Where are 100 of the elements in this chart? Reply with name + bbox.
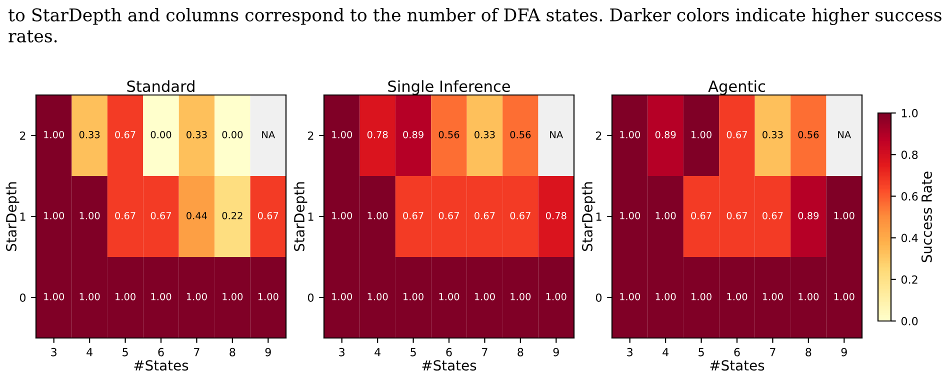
data-label: 0.67 [403,212,424,220]
data-label: 0.00 [222,130,243,138]
color-bar-label: 0.0 [901,316,918,326]
x-tick-label: 5 [698,348,704,356]
data-label: 0.67 [150,212,171,220]
chart-title: Standard [127,80,194,92]
x-tick-label: 4 [662,348,668,356]
data-label: 0.89 [403,130,424,138]
data-label: 0.22 [222,212,242,220]
data-label: 0.67 [726,212,747,220]
data-label: 1.00 [368,292,388,300]
y-tick-label: 2 [20,131,26,140]
data-label: 1.00 [116,292,136,300]
data-label: 0.56 [798,130,819,138]
data-label: 1.00 [474,292,495,300]
color-bar-label: 0.6 [901,192,918,201]
data-label: 0.67 [115,212,136,220]
y-tick-label: 0 [20,293,26,302]
data-label: 1.00 [692,292,712,300]
x-tick-label: 5 [410,348,416,356]
data-label: 0.56 [438,130,460,138]
data-label: 1.00 [368,212,388,220]
data-label: 0.78 [367,130,388,138]
data-label: 1.00 [510,292,531,300]
data-label: 1.00 [332,212,352,220]
x-tick-label: 3 [51,348,56,356]
color-bar-label: 0.8 [901,150,918,159]
data-label: 1.00 [222,292,243,300]
data-label: 1.00 [620,292,640,300]
data-label: 0.67 [691,212,712,220]
data-label: 1.00 [692,130,712,138]
data-label: 0.44 [186,212,207,220]
x-tick-label: 3 [627,348,632,356]
x-tick-label: 5 [122,348,128,356]
data-label: 1.00 [151,292,172,300]
y-axis-title: StarDepth [294,182,308,251]
data-label: 0.89 [655,130,676,138]
data-label: 1.00 [834,212,854,220]
text: NA [262,131,276,138]
color-bar-label: 1.0 [902,108,918,118]
x-axis-title: #States [422,360,476,371]
data-label: 0.67 [258,212,278,220]
y-tick-label: 1 [20,212,26,221]
data-label: 1.00 [798,292,819,300]
data-label: 1.00 [656,212,676,220]
x-axis-title: #States [134,360,188,371]
data-label: 0.33 [762,130,783,138]
data-label: 1.00 [258,292,278,300]
y-axis-title: StarDepth [6,182,20,251]
data-label: 1.00 [80,292,100,300]
data-label: 1.00 [620,212,640,220]
data-label: 1.00 [80,212,100,220]
x-tick-label: 8 [518,348,524,356]
data-label: 1.00 [762,292,783,300]
color-bar-title: Success Rate [921,172,932,262]
data-label: 0.67 [474,212,495,220]
color-bar-label: 0.2 [901,275,918,284]
y-tick-label: 1 [596,212,602,221]
color-bar-label: 0.4 [901,234,918,242]
data-label: 0.67 [438,212,459,220]
y-tick-label: 0 [596,293,602,302]
chart-title: Agentic [708,80,765,95]
text: to StarDepth and columns correspond to the number of DFA states. Darker colors indicate higher success rates. [8,8,942,42]
x-tick-label: 9 [553,348,559,356]
data-label: 0.67 [115,130,136,138]
x-tick-label: 4 [86,348,92,356]
data-label: 0.67 [510,212,530,220]
data-label: 1.00 [834,292,854,300]
data-label: 1.00 [186,292,207,300]
data-label: 1.00 [44,130,64,138]
data-label: 1.00 [332,292,352,300]
x-tick-label: 9 [841,348,847,356]
x-axis-title: #States [710,360,764,371]
y-tick-label: 2 [596,131,602,140]
x-tick-label: 6 [446,348,452,356]
data-label: 0.78 [546,212,566,220]
chart-title: Single Inference [388,80,510,95]
x-tick-label: 9 [265,348,271,356]
data-label: 1.00 [44,212,64,220]
text: NA [550,131,564,138]
data-label: 0.56 [510,130,531,138]
data-label: 0.00 [150,130,172,138]
x-tick-label: 4 [374,348,380,356]
x-tick-label: 7 [770,348,776,356]
x-tick-label: 7 [194,348,200,356]
data-label: 0.33 [474,130,495,138]
data-label: 0.67 [726,130,747,138]
data-label: 1.00 [439,292,460,300]
data-label: 1.00 [656,292,676,300]
y-tick-label: 1 [308,212,314,221]
data-label: 0.89 [798,212,819,220]
y-tick-label: 0 [308,293,314,302]
y-axis-title: StarDepth [582,182,596,251]
x-tick-label: 6 [158,348,164,356]
data-label: 1.00 [620,130,640,138]
x-tick-label: 6 [734,348,740,356]
data-label: 0.33 [79,130,100,138]
x-tick-label: 7 [482,348,488,356]
text: NA [838,131,852,138]
data-label: 1.00 [727,292,748,300]
